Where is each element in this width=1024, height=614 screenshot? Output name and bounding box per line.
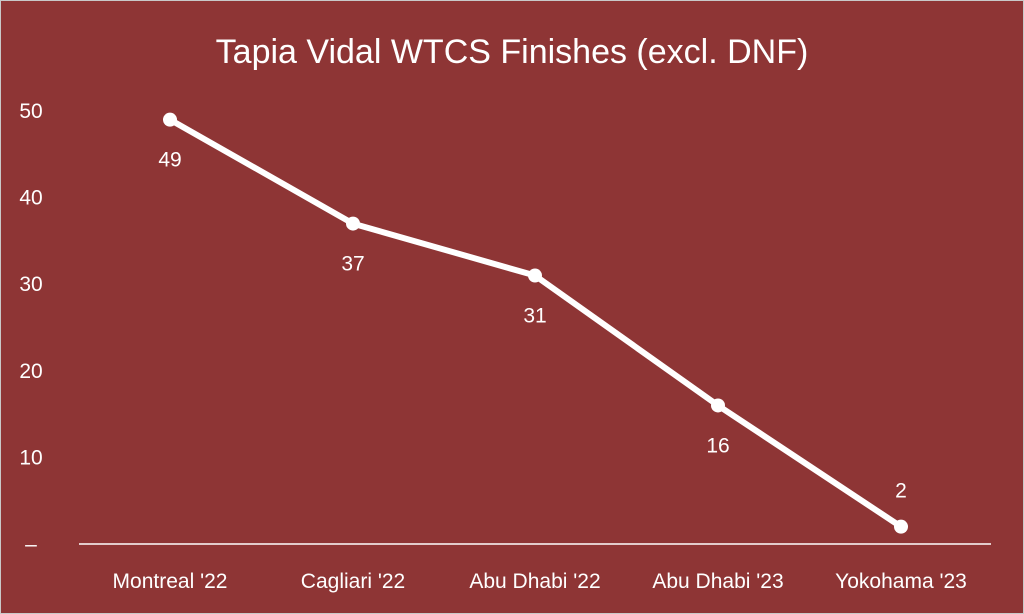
data-label: 2 [895,480,907,503]
data-label: 49 [158,149,181,172]
data-point [894,519,908,534]
x-category-label: Cagliari '22 [301,570,405,593]
data-point [528,268,542,283]
x-category-label: Montreal '22 [113,570,228,593]
x-category-label: Yokohama '23 [835,570,967,593]
x-axis-categories: Montreal '22 Cagliari '22 Abu Dhabi '22 Abu… [113,570,967,593]
data-label: 37 [341,253,364,276]
x-category-label: Abu Dhabi '22 [469,570,600,593]
chart-title: Tapia Vidal WTCS Finishes (excl. DNF) [216,33,809,71]
y-axis-ticks: – 10 20 30 40 50 [19,100,42,556]
y-tick-label: 10 [19,446,42,469]
data-label: 31 [523,305,546,328]
data-label: 16 [706,434,729,457]
y-tick-label: – [25,533,37,556]
data-points [163,112,908,534]
y-tick-label: 30 [19,273,42,296]
y-tick-label: 20 [19,360,42,383]
data-labels: 49 37 31 16 2 [158,149,907,503]
x-category-label: Abu Dhabi '23 [652,570,783,593]
data-point [163,112,177,127]
data-point [346,216,360,231]
y-tick-label: 50 [19,100,42,123]
y-tick-label: 40 [19,187,42,210]
data-point [711,398,725,413]
